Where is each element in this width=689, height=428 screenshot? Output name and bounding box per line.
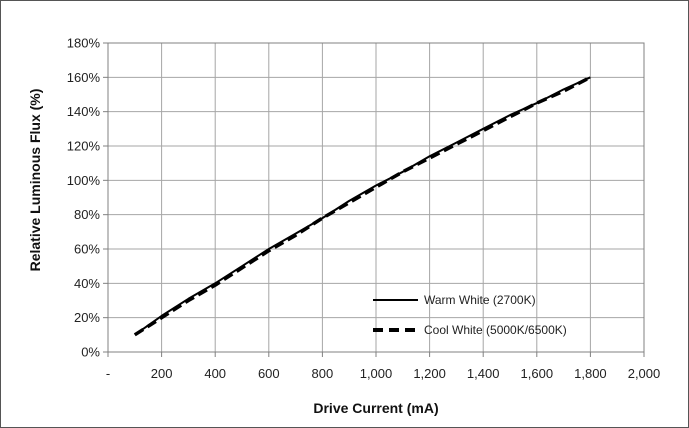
x-tick-label: 1,000 <box>360 366 393 381</box>
legend: Warm White (2700K) Cool White (5000K/650… <box>373 293 567 337</box>
y-tick-label: 80% <box>74 207 100 222</box>
y-tick-label: 20% <box>74 310 100 325</box>
y-tick-label: 100% <box>67 173 101 188</box>
x-tick-label: 800 <box>312 366 334 381</box>
x-tick-label: - <box>106 366 110 381</box>
y-tick-label: 140% <box>67 104 101 119</box>
y-tick-label: 120% <box>67 139 101 154</box>
y-tick-label: 40% <box>74 276 100 291</box>
x-tick-label: 1,400 <box>467 366 500 381</box>
y-tick-label: 0% <box>81 345 100 360</box>
x-tick-label: 1,800 <box>574 366 607 381</box>
x-axis-title: Drive Current (mA) <box>313 400 438 416</box>
x-tick-label: 1,200 <box>413 366 446 381</box>
series-group <box>133 75 592 337</box>
y-tick-label: 60% <box>74 242 100 257</box>
y-axis-title: Relative Luminous Flux (%) <box>27 89 43 272</box>
grid <box>107 42 645 353</box>
y-tick-label: 180% <box>67 36 101 51</box>
y-axis-ticks: 0% 20% 40% 60% 80% 100% 120% 140% 160% 180% <box>67 36 108 360</box>
legend-label-warm-white: Warm White (2700K) <box>424 293 536 307</box>
x-tick-label: 1,600 <box>521 366 554 381</box>
legend-label-cool-white: Cool White (5000K/6500K) <box>424 323 567 337</box>
y-tick-label: 160% <box>67 70 101 85</box>
series-line-cool-white <box>133 75 592 337</box>
x-tick-label: 400 <box>204 366 226 381</box>
x-tick-label: 200 <box>151 366 173 381</box>
x-axis-ticks: - 200 400 600 800 1,000 1,200 1,400 1,600 1,800 2,… <box>106 352 660 381</box>
x-tick-label: 2,000 <box>628 366 661 381</box>
x-tick-label: 600 <box>258 366 280 381</box>
